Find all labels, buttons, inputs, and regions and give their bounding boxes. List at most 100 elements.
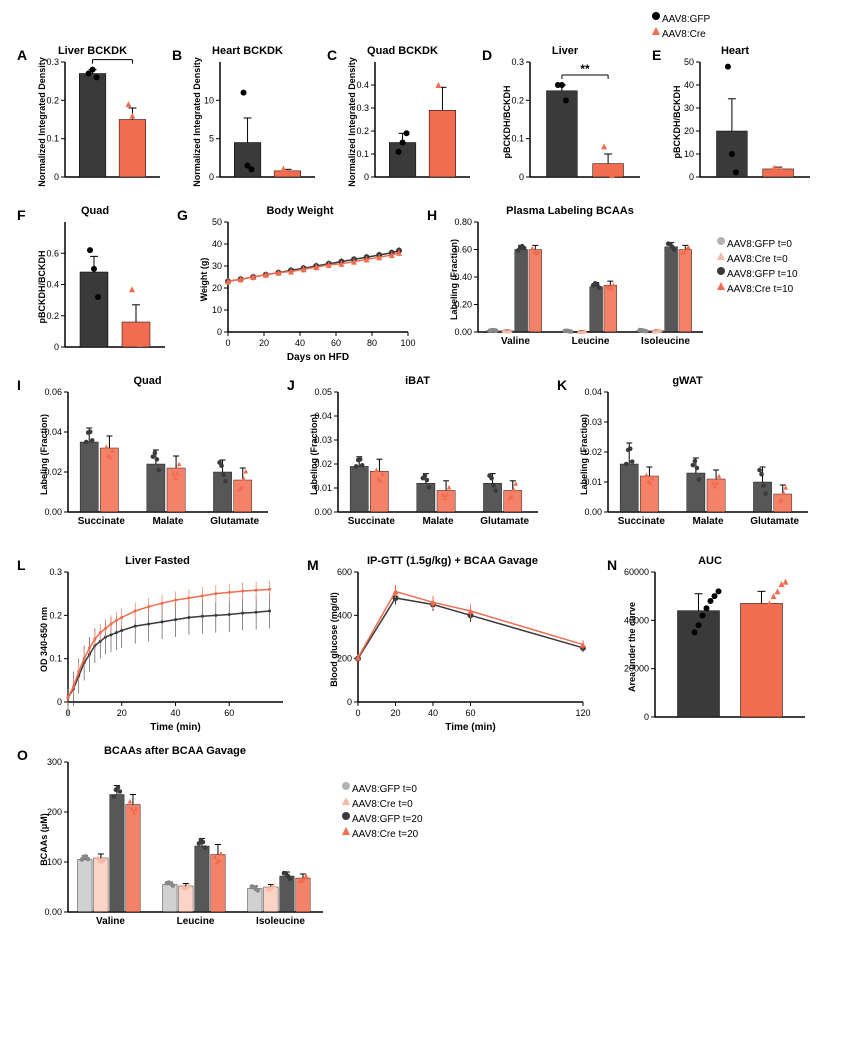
chart-title: Heart BCKDK — [175, 45, 320, 57]
legend: AAV8:GFPAAV8:Cre — [650, 10, 710, 40]
chart-title: IP-GTT (1.5g/kg) + BCAA Gavage — [310, 555, 595, 567]
chart-title: Liver Fasted — [20, 555, 295, 567]
svg-text:600: 600 — [337, 567, 352, 577]
svg-text:0.00: 0.00 — [314, 507, 332, 517]
svg-text:0.2: 0.2 — [356, 126, 369, 136]
chart-M: IP-GTT (1.5g/kg) + BCAA Gavage0200400600… — [310, 555, 595, 735]
svg-text:0.2: 0.2 — [46, 95, 59, 105]
svg-text:0.05: 0.05 — [314, 387, 332, 397]
svg-text:20: 20 — [684, 126, 694, 136]
svg-text:0: 0 — [209, 172, 214, 182]
chart-K: gWAT0.000.010.020.030.04Labeling (Fracti… — [560, 375, 815, 545]
svg-text:20: 20 — [259, 338, 269, 348]
svg-text:0.6: 0.6 — [46, 248, 59, 258]
chart-A: Liver BCKDK00.10.20.3Normalized Integrat… — [20, 45, 165, 195]
svg-text:Weight (g): Weight (g) — [199, 258, 209, 302]
chart-H: Plasma Labeling BCAAs0.000.200.400.600.8… — [430, 205, 710, 365]
svg-text:Leucine: Leucine — [572, 336, 610, 347]
svg-text:400: 400 — [337, 610, 352, 620]
chart-title: Body Weight — [180, 205, 420, 217]
svg-text:40: 40 — [170, 708, 180, 718]
chart-D: Liver00.10.20.3pBCKDH/BCKDH** — [485, 45, 645, 195]
svg-text:0.3: 0.3 — [511, 57, 524, 67]
legend-label: AAV8:GFP t=0 — [352, 784, 417, 795]
svg-text:Time (min): Time (min) — [150, 722, 200, 732]
svg-text:0: 0 — [364, 172, 369, 182]
svg-text:Succinate: Succinate — [618, 516, 666, 527]
svg-text:200: 200 — [47, 807, 62, 817]
svg-text:Labeling (Fraction): Labeling (Fraction) — [39, 414, 49, 495]
svg-text:Labeling (Fraction): Labeling (Fraction) — [579, 414, 589, 495]
chart-title: Quad BCKDK — [330, 45, 475, 57]
svg-text:OD 340-650 nm: OD 340-650 nm — [39, 607, 49, 672]
chart-I: Quad0.000.020.040.06Labeling (Fraction)S… — [20, 375, 275, 545]
svg-text:Glutamate: Glutamate — [210, 516, 259, 527]
svg-text:*: * — [110, 57, 115, 61]
chart-title: Liver BCKDK — [20, 45, 165, 57]
chart-title: Plasma Labeling BCAAs — [430, 205, 710, 217]
svg-text:Normalized Integrated Density: Normalized Integrated Density — [347, 57, 357, 187]
svg-text:60: 60 — [331, 338, 341, 348]
svg-text:0: 0 — [689, 172, 694, 182]
svg-text:60: 60 — [224, 708, 234, 718]
chart-L: Liver Fasted00.10.20.30204060OD 340-650 … — [20, 555, 295, 735]
svg-text:300: 300 — [47, 757, 62, 767]
svg-text:80: 80 — [367, 338, 377, 348]
svg-text:Glutamate: Glutamate — [750, 516, 799, 527]
svg-text:0: 0 — [217, 327, 222, 337]
svg-text:Succinate: Succinate — [78, 516, 126, 527]
legend: AAV8:GFP t=0AAV8:Cre t=0AAV8:GFP t=10AAV… — [715, 235, 798, 295]
chart-title: BCAAs after BCAA Gavage — [20, 745, 330, 757]
svg-text:10: 10 — [212, 305, 222, 315]
svg-text:0.04: 0.04 — [584, 387, 602, 397]
svg-text:20: 20 — [390, 708, 400, 718]
svg-text:Isoleucine: Isoleucine — [641, 336, 690, 347]
chart-C: Quad BCKDK00.10.20.30.4Normalized Integr… — [330, 45, 475, 195]
svg-text:pBCKDH/BCKDH: pBCKDH/BCKDH — [37, 251, 47, 324]
svg-text:Valine: Valine — [96, 916, 125, 927]
svg-text:0.1: 0.1 — [49, 654, 62, 664]
chart-B: Heart BCKDK0510Normalized Integrated Den… — [175, 45, 320, 195]
svg-text:100: 100 — [400, 338, 415, 348]
svg-text:0.2: 0.2 — [511, 95, 524, 105]
svg-text:5: 5 — [209, 134, 214, 144]
svg-text:0.3: 0.3 — [46, 57, 59, 67]
legend-label: AAV8:Cre t=10 — [727, 284, 793, 295]
svg-text:pBCKDH/BCKDH: pBCKDH/BCKDH — [502, 86, 512, 159]
svg-text:10: 10 — [684, 149, 694, 159]
svg-text:0.00: 0.00 — [454, 327, 472, 337]
svg-text:0: 0 — [225, 338, 230, 348]
svg-text:60: 60 — [465, 708, 475, 718]
legend-label: AAV8:Cre t=0 — [727, 254, 788, 265]
svg-text:BCAAs (μM): BCAAs (μM) — [39, 813, 49, 866]
svg-text:Isoleucine: Isoleucine — [256, 916, 305, 927]
svg-text:Normalized Integrated Density: Normalized Integrated Density — [37, 57, 47, 187]
chart-O: BCAAs after BCAA Gavage0.00100200300BCAA… — [20, 745, 330, 945]
svg-text:200: 200 — [337, 654, 352, 664]
svg-text:40: 40 — [428, 708, 438, 718]
svg-text:40: 40 — [212, 239, 222, 249]
svg-text:0.3: 0.3 — [356, 103, 369, 113]
chart-J: iBAT0.000.010.020.030.040.05Labeling (Fr… — [290, 375, 545, 545]
svg-text:Normalized Integrated Density: Normalized Integrated Density — [192, 57, 202, 187]
svg-text:0.00: 0.00 — [584, 507, 602, 517]
svg-text:0: 0 — [644, 712, 649, 722]
svg-text:30: 30 — [684, 103, 694, 113]
chart-F: Quad00.20.40.6pBCKDH/BCKDH — [20, 205, 170, 365]
svg-text:120: 120 — [575, 708, 590, 718]
svg-text:Blood glucose (mg/dl): Blood glucose (mg/dl) — [329, 592, 339, 687]
svg-text:0: 0 — [347, 697, 352, 707]
svg-text:Time (min): Time (min) — [445, 722, 495, 732]
chart-E: Heart01020304050pBCKDH/BCKDH — [655, 45, 815, 195]
svg-text:0: 0 — [355, 708, 360, 718]
legend-label: AAV8:GFP t=0 — [727, 239, 792, 250]
chart-title: AUC — [610, 555, 810, 567]
svg-text:0.4: 0.4 — [356, 80, 369, 90]
svg-text:40: 40 — [295, 338, 305, 348]
svg-text:Labeling (Fraction): Labeling (Fraction) — [449, 239, 459, 320]
svg-text:Succinate: Succinate — [348, 516, 396, 527]
svg-text:0.00: 0.00 — [44, 507, 62, 517]
chart-title: iBAT — [290, 375, 545, 387]
svg-text:0: 0 — [54, 342, 59, 352]
svg-text:30: 30 — [212, 261, 222, 271]
